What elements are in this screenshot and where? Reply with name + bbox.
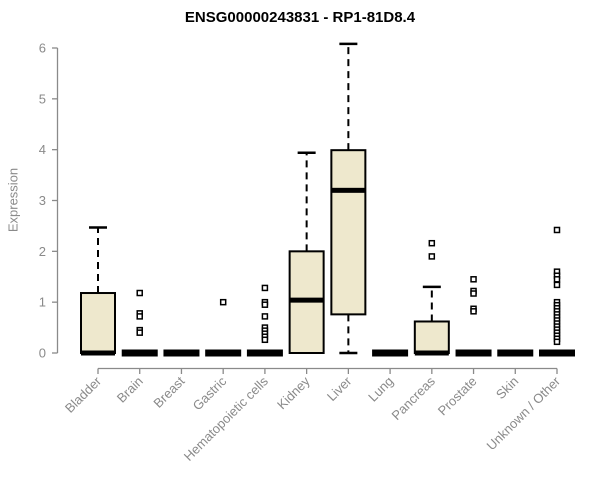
chart-title: ENSG00000243831 - RP1-81D8.4 (184, 9, 416, 26)
y-tick-label: 3 (39, 193, 46, 208)
outlier-point (219, 298, 227, 306)
x-tick-label: Skin (493, 374, 521, 402)
outlier-point (553, 276, 561, 283)
flat-box (121, 349, 158, 357)
y-tick-label: 2 (39, 244, 46, 259)
flat-box (372, 349, 409, 357)
outlier-point (136, 313, 143, 320)
x-tick-label: Gastric (190, 373, 230, 413)
median-line (289, 297, 324, 303)
x-tick-label: Kidney (274, 373, 313, 412)
median-line (331, 187, 366, 193)
flat-box (246, 349, 283, 357)
y-tick-label: 6 (39, 41, 46, 56)
y-tick-label: 0 (39, 346, 46, 361)
flat-box (497, 349, 534, 357)
x-tick-label: Pancreas (388, 373, 438, 423)
outlier-point (470, 290, 477, 297)
outlier-point (553, 281, 561, 289)
outlier-point (470, 276, 477, 283)
y-tick-label: 4 (39, 142, 46, 157)
outlier-point (261, 301, 269, 308)
flat-box (539, 349, 575, 357)
outlier-point (470, 308, 477, 315)
outlier-point (553, 226, 561, 234)
x-tick-label: Breast (150, 373, 187, 410)
y-tick-label: 5 (39, 91, 46, 106)
outlier-point (428, 239, 436, 247)
median-line (414, 350, 449, 356)
iqr-box (80, 292, 116, 354)
flat-box (205, 349, 242, 357)
flat-box (163, 349, 200, 357)
x-tick-label: Unknown / Other (484, 373, 564, 453)
iqr-box (413, 320, 450, 355)
outlier-point (261, 284, 269, 292)
iqr-box (330, 149, 367, 316)
outlier-point (261, 313, 269, 320)
outlier-point (428, 253, 436, 260)
x-tick-label: Prostate (435, 374, 480, 419)
x-tick-label: Brain (114, 374, 146, 406)
flat-box (455, 349, 492, 357)
outlier-point (136, 329, 143, 336)
y-tick-label: 1 (39, 295, 46, 310)
x-tick-label: Liver (324, 373, 355, 404)
median-line (81, 350, 115, 356)
outlier-point (261, 336, 269, 344)
x-tick-label: Lung (365, 374, 396, 405)
x-tick-label: Bladder (62, 373, 105, 416)
outlier-point (553, 338, 561, 346)
outlier-point (136, 289, 143, 297)
